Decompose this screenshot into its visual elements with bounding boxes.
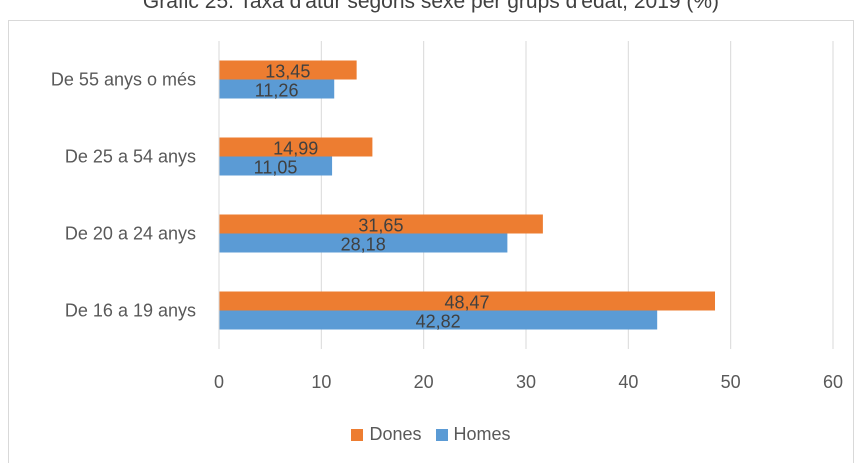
category-label-2: De 25 a 54 anys [65, 147, 196, 167]
x-tick-label-2: 20 [414, 372, 434, 392]
bar-dones-3 [219, 60, 357, 80]
category-label-3: De 55 anys o més [51, 70, 196, 90]
legend-item-dones: Dones [351, 424, 422, 445]
x-tick-label-1: 10 [311, 372, 331, 392]
bar-homes-3 [219, 79, 335, 99]
x-tick-label-6: 60 [823, 372, 843, 392]
data-label-homes-0: 42,82 [416, 312, 461, 332]
data-label-dones-0: 48,47 [444, 293, 489, 313]
legend-label-homes: Homes [453, 424, 511, 444]
data-label-dones-3: 13,45 [265, 62, 310, 82]
data-label-dones-1: 31,65 [358, 216, 403, 236]
legend-swatch-homes [435, 428, 448, 441]
x-tick-label-0: 0 [214, 372, 224, 392]
bar-homes-0 [219, 310, 658, 330]
legend: Dones Homes [0, 424, 862, 445]
data-label-dones-2: 14,99 [273, 139, 318, 159]
bar-dones-1 [219, 214, 543, 234]
data-label-homes-2: 11,05 [254, 158, 298, 178]
x-tick-label-5: 50 [721, 372, 741, 392]
bar-dones-0 [219, 291, 716, 311]
chart-frame [8, 20, 854, 463]
data-label-homes-1: 28,18 [341, 235, 386, 255]
chart-title: Gràfic 25. Taxa d'atur segons sexe per g… [142, 0, 720, 13]
legend-label-dones: Dones [369, 424, 422, 444]
legend-item-homes: Homes [435, 424, 511, 445]
category-label-0: De 16 a 19 anys [65, 301, 196, 321]
legend-swatch-dones [351, 428, 364, 441]
bar-homes-1 [219, 233, 508, 253]
bar-dones-2 [219, 137, 373, 157]
bar-homes-2 [219, 156, 333, 176]
x-tick-label-3: 30 [516, 372, 536, 392]
data-label-homes-3: 11,26 [255, 81, 299, 101]
category-label-1: De 20 a 24 anys [65, 224, 196, 244]
x-tick-label-4: 40 [618, 372, 638, 392]
